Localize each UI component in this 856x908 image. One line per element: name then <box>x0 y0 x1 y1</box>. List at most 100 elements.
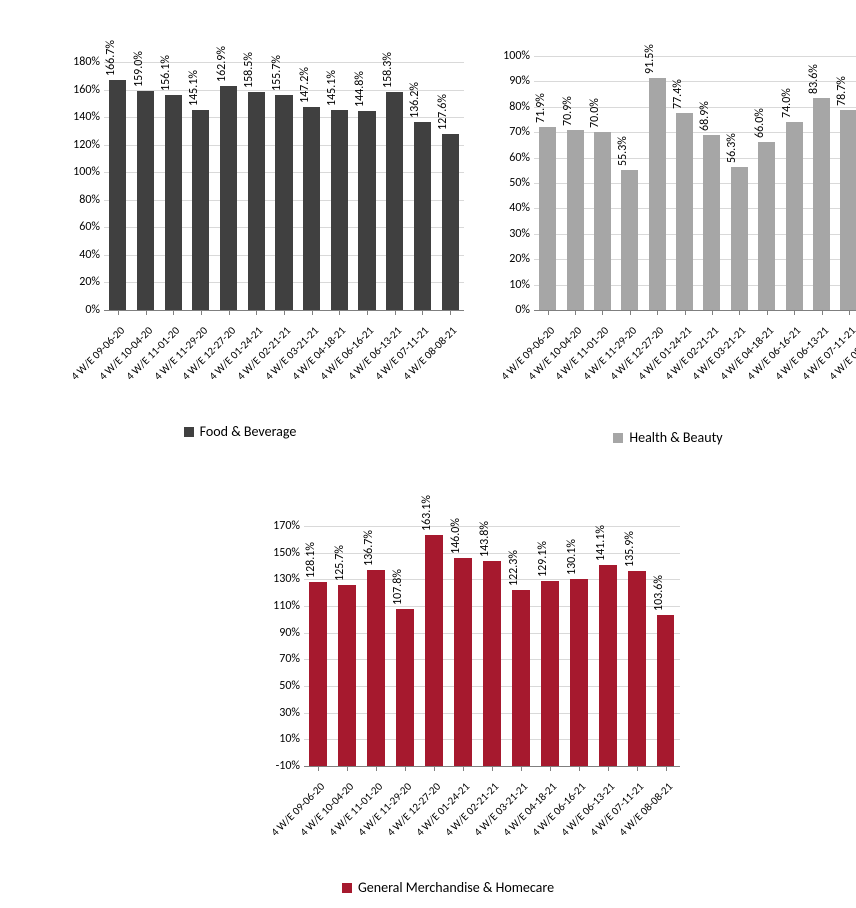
bar <box>539 127 556 310</box>
x-tick-mark <box>849 310 850 315</box>
x-tick-mark <box>602 310 603 315</box>
x-tick-mark <box>822 310 823 315</box>
bar-value-label: 91.5% <box>643 44 657 74</box>
bar <box>657 615 675 766</box>
bar-slot: 136.2% <box>409 10 437 310</box>
bar-slot: 68.9% <box>698 10 725 310</box>
bar-slot: 107.8% <box>391 476 420 766</box>
bar-slot: 156.1% <box>159 10 187 310</box>
bar-value-label: 83.6% <box>807 64 821 94</box>
bar <box>731 167 748 310</box>
bar <box>570 579 588 766</box>
y-axis-label: 50% <box>509 176 534 190</box>
bar <box>567 130 584 310</box>
bar-value-label: 70.9% <box>561 96 575 126</box>
x-tick-mark <box>118 310 119 315</box>
x-tick-mark <box>666 766 667 771</box>
bar-value-label: 70.0% <box>588 98 602 128</box>
y-axis-label: 30% <box>279 706 304 720</box>
y-axis-label: 140% <box>73 110 104 124</box>
x-tick-mark <box>318 766 319 771</box>
y-axis-label: 20% <box>79 275 104 289</box>
x-tick-mark <box>492 766 493 771</box>
y-axis-label: 110% <box>273 599 304 613</box>
legend-label: Health & Beauty <box>629 429 722 446</box>
bar-value-label: 136.2% <box>408 82 422 118</box>
x-tick-mark <box>608 766 609 771</box>
x-tick-mark <box>229 310 230 315</box>
bar <box>628 571 646 766</box>
legend: Food & Beverage <box>60 422 420 440</box>
bar-value-label: 143.8% <box>478 521 492 557</box>
y-axis-label: 80% <box>79 193 104 207</box>
bar <box>621 170 638 310</box>
bar-slot: 55.3% <box>616 10 643 310</box>
x-tick-mark <box>376 766 377 771</box>
legend-swatch <box>613 433 623 443</box>
legend: Health & Beauty <box>490 428 846 446</box>
bar-slot: 122.3% <box>506 476 535 766</box>
bar <box>786 122 803 310</box>
legend-swatch <box>342 883 352 893</box>
bar-value-label: 55.3% <box>616 136 630 166</box>
bar <box>758 142 775 310</box>
bar <box>248 92 265 310</box>
bar-slot: 77.4% <box>671 10 698 310</box>
y-axis-label: 170% <box>273 519 304 533</box>
bars: 166.7%159.0%156.1%145.1%162.9%158.5%155.… <box>104 10 464 310</box>
bar-slot: 155.7% <box>270 10 298 310</box>
y-axis-label: 10% <box>279 732 304 746</box>
y-axis-label: 80% <box>509 100 534 114</box>
bar-slot: 56.3% <box>726 10 753 310</box>
chart-general_merch: -10%10%30%50%70%90%110%130%150%170%128.1… <box>216 476 636 767</box>
bar-value-label: 129.1% <box>536 541 550 577</box>
bar-slot: 136.7% <box>362 476 391 766</box>
bar-value-label: 66.0% <box>753 109 767 139</box>
y-axis-label: 50% <box>279 679 304 693</box>
bar <box>541 581 559 766</box>
bar-slot: 125.7% <box>333 476 362 766</box>
bar-value-label: 128.1% <box>304 542 318 578</box>
bar <box>331 110 348 310</box>
x-tick-mark <box>463 766 464 771</box>
x-tick-mark <box>794 310 795 315</box>
bar-value-label: 136.7% <box>362 530 376 566</box>
bar <box>414 122 431 310</box>
bar <box>425 535 443 766</box>
bar-slot: 143.8% <box>478 476 507 766</box>
bar-slot: 144.8% <box>353 10 381 310</box>
bar-slot: 145.1% <box>326 10 354 310</box>
bar-value-label: 166.7% <box>104 40 118 76</box>
bar-value-label: 162.9% <box>215 46 229 82</box>
bars: 71.9%70.9%70.0%55.3%91.5%77.4%68.9%56.3%… <box>534 10 856 310</box>
y-axis-label: 60% <box>509 151 534 165</box>
plot-area: -10%10%30%50%70%90%110%130%150%170%128.1… <box>304 476 680 767</box>
x-tick-mark <box>395 310 396 315</box>
y-axis-label: 150% <box>273 546 304 560</box>
bar <box>192 110 209 310</box>
bar-slot: 163.1% <box>420 476 449 766</box>
y-axis-label: 160% <box>73 83 104 97</box>
x-tick-mark <box>685 310 686 315</box>
bar <box>703 135 720 310</box>
bar-value-label: 146.0% <box>449 518 463 554</box>
x-tick-mark <box>637 766 638 771</box>
bar <box>358 111 375 311</box>
bar-slot: 147.2% <box>298 10 326 310</box>
x-tick-mark <box>630 310 631 315</box>
bar-slot: 146.0% <box>449 476 478 766</box>
x-tick-mark <box>550 766 551 771</box>
bar-value-label: 74.0% <box>780 88 794 118</box>
y-axis-label: 90% <box>509 74 534 88</box>
bar-value-label: 68.9% <box>698 101 712 131</box>
bar-slot: 74.0% <box>780 10 807 310</box>
bar-value-label: 77.4% <box>671 80 685 110</box>
bar <box>454 558 472 766</box>
plot-area: 0%20%40%60%80%100%120%140%160%180%166.7%… <box>104 10 464 311</box>
bar-slot: 130.1% <box>564 476 593 766</box>
bar <box>813 98 830 310</box>
x-tick-mark <box>712 310 713 315</box>
x-tick-mark <box>339 310 340 315</box>
bar-slot: 128.1% <box>304 476 333 766</box>
x-tick-mark <box>405 766 406 771</box>
